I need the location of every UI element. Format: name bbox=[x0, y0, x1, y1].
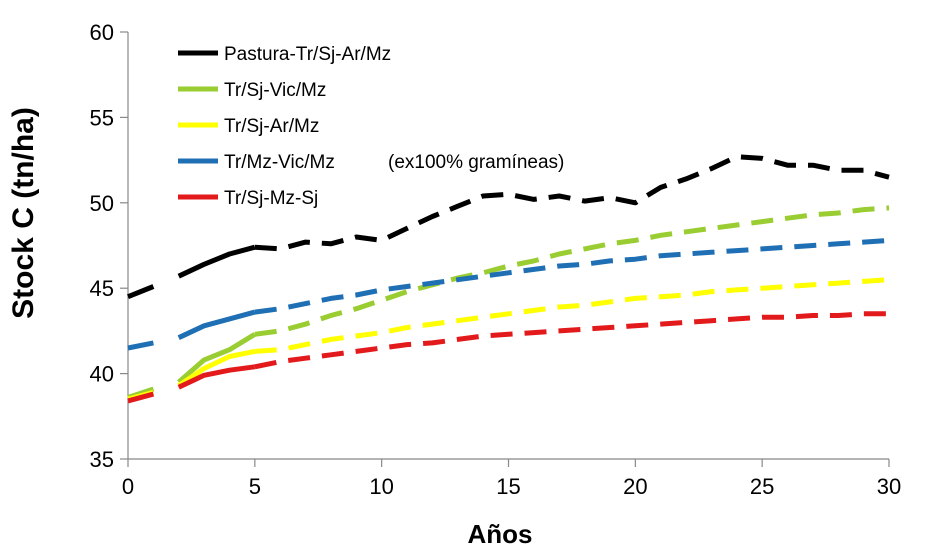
y-tick-label: 50 bbox=[90, 191, 114, 216]
series-line-early bbox=[127, 340, 154, 351]
y-tick-label: 40 bbox=[90, 362, 114, 387]
legend-label: Tr/Mz-Vic/Mz bbox=[224, 152, 335, 173]
x-tick-label: 20 bbox=[623, 474, 647, 499]
x-tick-label: 5 bbox=[249, 474, 261, 499]
series-line-solid bbox=[177, 309, 256, 340]
series-line-dashed bbox=[254, 205, 890, 337]
legend-note: (ex100% gramíneas) bbox=[388, 152, 564, 173]
series-line-dashed bbox=[254, 277, 890, 354]
x-tick-label: 25 bbox=[750, 474, 774, 499]
series-layer bbox=[127, 154, 890, 404]
y-tick-label: 45 bbox=[90, 276, 114, 301]
series-line-early bbox=[127, 284, 155, 300]
series-line-dashed bbox=[254, 237, 890, 315]
legend: Pastura-Tr/Sj-Ar/Mz Tr/Sj-Vic/Mz Tr/Sj-Ar/… bbox=[178, 44, 564, 209]
y-tick-label: 35 bbox=[90, 447, 114, 472]
legend-label: Tr/Sj-Ar/Mz bbox=[224, 116, 319, 137]
series-line-dashed bbox=[254, 311, 889, 370]
legend-label: Tr/Sj-Mz-Sj bbox=[224, 188, 318, 209]
series-line-dashed bbox=[254, 154, 890, 252]
series-line-solid bbox=[177, 348, 256, 388]
series-line-early bbox=[127, 391, 155, 404]
x-axis-title: Años bbox=[468, 519, 533, 549]
x-tick-label: 30 bbox=[877, 474, 901, 499]
y-tick-label: 55 bbox=[90, 105, 114, 130]
legend-label: Tr/Sj-Vic/Mz bbox=[224, 80, 326, 101]
axes: 35 40 45 50 55 60 0 5 10 15 20 25 30 bbox=[90, 20, 902, 499]
x-tick-label: 10 bbox=[369, 474, 393, 499]
series-line-solid bbox=[177, 364, 256, 390]
series-0 bbox=[127, 154, 890, 300]
series-line-solid bbox=[177, 332, 257, 384]
series-line-solid bbox=[177, 244, 256, 279]
y-tick-label: 60 bbox=[90, 20, 114, 45]
y-axis-title: Stock C (tn/ha) bbox=[7, 107, 40, 319]
series-4 bbox=[127, 311, 890, 404]
series-3 bbox=[127, 237, 890, 351]
legend-label: Pastura-Tr/Sj-Ar/Mz bbox=[224, 44, 391, 65]
x-tick-label: 15 bbox=[496, 474, 520, 499]
x-tick-label: 0 bbox=[122, 474, 134, 499]
